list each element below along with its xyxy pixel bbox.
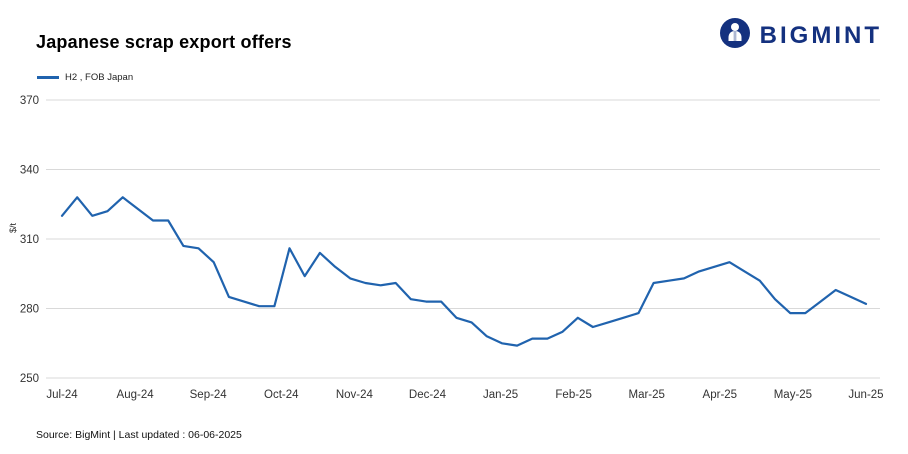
legend-line-swatch (37, 76, 59, 79)
legend-label: H2 , FOB Japan (65, 72, 134, 83)
x-tick-label: Dec-24 (409, 389, 447, 401)
x-tick-label: May-25 (774, 389, 812, 401)
page-title: Japanese scrap export offers (36, 32, 292, 52)
x-tick-label: Jun-25 (848, 389, 883, 401)
x-tick-label: Aug-24 (117, 389, 155, 401)
x-tick-label: Feb-25 (555, 389, 591, 401)
bigmint-logo: BIGMINT (718, 16, 882, 55)
y-tick-label: 340 (20, 165, 39, 177)
x-tick-label: Jul-24 (46, 389, 78, 401)
x-tick-label: Jan-25 (483, 389, 518, 401)
bigmint-logo-text: BIGMINT (759, 21, 882, 49)
y-tick-label: 280 (20, 304, 39, 316)
x-tick-label: Nov-24 (336, 389, 374, 401)
series-line-h2 (60, 196, 868, 347)
x-tick-label: Oct-24 (264, 389, 299, 401)
legend: H2 , FOB Japan (37, 72, 133, 83)
bigmint-logo-icon (718, 16, 752, 55)
x-tick-label: Sep-24 (190, 389, 228, 401)
x-tick-label: Mar-25 (629, 389, 665, 401)
y-tick-label: 370 (20, 95, 39, 107)
x-tick-label: Apr-25 (703, 389, 738, 401)
y-tick-label: 250 (20, 373, 39, 385)
y-axis-title: $/t (8, 222, 18, 233)
y-tick-label: 310 (20, 234, 39, 246)
source-note: Source: BigMint | Last updated : 06-06-2… (36, 429, 242, 441)
